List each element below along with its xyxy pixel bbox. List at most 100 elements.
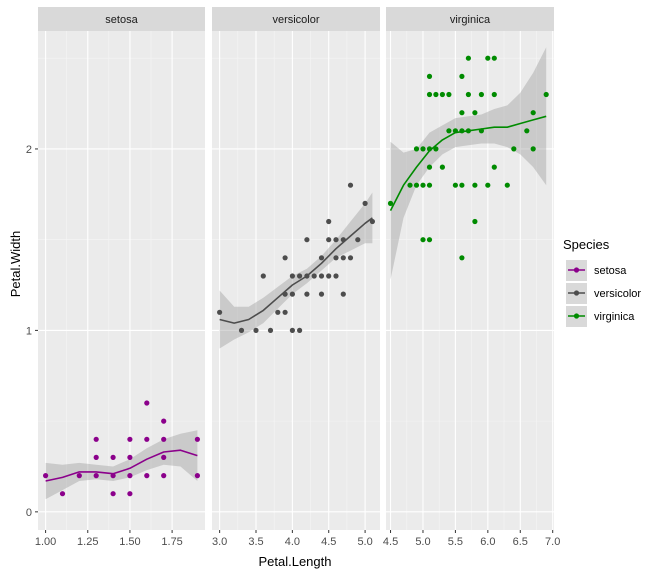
data-point [161, 436, 167, 442]
legend-key-virginica: virginica [566, 306, 635, 327]
data-point [426, 73, 433, 79]
x-tick-label: 3.0 [212, 536, 227, 548]
data-point [459, 110, 465, 116]
data-point [420, 146, 426, 152]
data-point [161, 454, 167, 460]
x-tick-label: 1.50 [119, 536, 140, 548]
data-point [304, 237, 310, 243]
data-point [439, 164, 445, 170]
data-point [524, 128, 530, 134]
x-tick-label: 4.0 [285, 536, 300, 548]
x-tick-label: 4.5 [383, 536, 398, 548]
x-tick-label: 1.00 [35, 536, 56, 548]
data-point [472, 110, 478, 116]
data-point [76, 473, 82, 479]
legend-key-point [573, 267, 580, 273]
data-point [127, 473, 133, 479]
y-tick-label: 1 [26, 325, 32, 337]
data-point [318, 291, 325, 297]
x-tick-label: 7.0 [545, 536, 560, 548]
data-point [369, 218, 375, 225]
data-point [282, 255, 288, 261]
data-point [472, 218, 478, 225]
smooth-line [45, 449, 198, 482]
x-tick-label: 5.0 [357, 536, 372, 548]
legend-key-point [573, 290, 580, 296]
strip-label-virginica: virginica [450, 14, 491, 26]
data-point [318, 255, 325, 261]
data-point [144, 436, 150, 442]
data-point [110, 491, 116, 497]
x-axis-title: Petal.Length [258, 554, 331, 569]
panel-virginica: virginica 4.5 5.0 5.5 6.0 6.5 7.0 [383, 7, 560, 548]
data-point [459, 182, 465, 188]
data-point [326, 237, 332, 243]
panel-background [38, 31, 205, 530]
data-point [426, 91, 433, 98]
data-point [465, 91, 471, 98]
data-point [439, 91, 445, 98]
data-point [43, 473, 49, 479]
data-point [93, 454, 99, 460]
data-point [413, 146, 420, 152]
panel-versicolor: versicolor 3.0 3.5 4.0 4.5 5.0 [212, 7, 380, 548]
data-point [362, 200, 368, 206]
x-tick-label: 1.75 [161, 536, 182, 548]
data-point [93, 436, 99, 442]
legend-key-point [573, 313, 580, 319]
x-tick-label: 6.5 [513, 536, 528, 548]
data-point [144, 400, 150, 406]
y-tick-label: 2 [26, 144, 32, 156]
data-point [127, 491, 133, 497]
data-point [472, 182, 478, 188]
panel-background [386, 31, 554, 530]
legend-key-setosa: setosa [566, 260, 627, 281]
data-point [333, 273, 339, 279]
data-point [485, 55, 491, 61]
data-point [420, 182, 426, 188]
data-point [297, 273, 303, 279]
y-tick-label: 0 [26, 507, 32, 519]
strip-background [212, 7, 380, 31]
data-point [530, 110, 536, 116]
data-point [93, 473, 99, 479]
data-point [433, 146, 439, 152]
data-point [217, 309, 223, 315]
data-point [110, 454, 116, 460]
data-point [326, 218, 332, 225]
x-tick-label: 4.5 [321, 536, 336, 548]
data-point [333, 255, 339, 261]
legend-label-versicolor: versicolor [594, 288, 641, 300]
data-point [478, 91, 484, 98]
data-point [260, 273, 266, 279]
data-point [333, 237, 339, 243]
confidence-band [45, 430, 198, 500]
data-point [161, 473, 167, 479]
data-point [275, 309, 281, 315]
legend-key-versicolor: versicolor [566, 283, 641, 304]
data-point [433, 91, 439, 98]
data-point [426, 237, 433, 243]
x-tick-label: 6.0 [480, 536, 495, 548]
data-point [304, 291, 310, 297]
x-tick-label: 5.5 [448, 536, 463, 548]
data-point [511, 146, 517, 152]
data-point [127, 454, 133, 460]
confidence-band [390, 47, 547, 280]
data-point [387, 200, 394, 206]
data-point [194, 436, 200, 442]
strip-background [38, 7, 205, 31]
data-point [420, 237, 426, 243]
y-axis-title: Petal.Width [8, 231, 23, 297]
x-tick-label: 5.0 [415, 536, 430, 548]
data-point [504, 182, 510, 188]
confidence-band [219, 192, 373, 349]
panel-setosa: setosa 1.00 1.25 1.50 1.75 [35, 7, 205, 548]
data-point [297, 327, 303, 333]
data-point [127, 436, 133, 442]
legend: Species setosa versicolor virginica [563, 237, 641, 327]
data-point [326, 273, 332, 279]
data-point [491, 91, 497, 98]
legend-label-setosa: setosa [594, 265, 627, 277]
data-point [161, 418, 167, 424]
